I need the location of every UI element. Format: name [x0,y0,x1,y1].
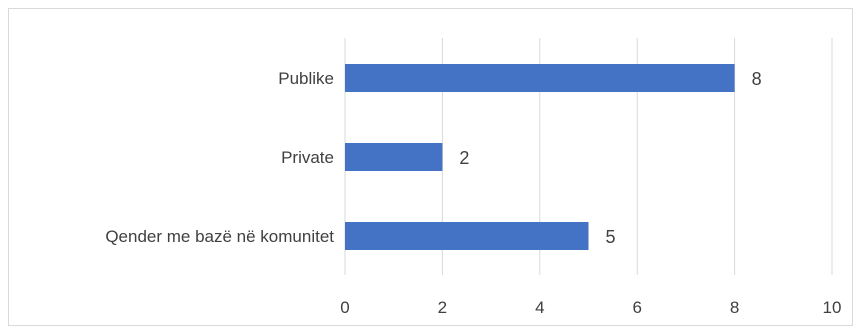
category-label-0: Publike [278,69,334,88]
data-label-2: 5 [606,227,616,247]
bars [345,64,735,250]
x-tick-label-0: 0 [340,298,349,317]
x-tick-label-10: 10 [823,298,842,317]
x-tick-label-6: 6 [632,298,641,317]
data-label-0: 8 [752,69,762,89]
bar-1 [345,143,443,171]
data-labels: 8 2 5 [459,69,761,247]
x-tick-label-8: 8 [730,298,739,317]
bar-2 [345,222,589,250]
data-label-1: 2 [459,148,469,168]
x-tick-label-2: 2 [438,298,447,317]
category-label-2: Qender me bazë në komunitet [105,227,334,246]
bar-0 [345,64,735,92]
x-axis-tick-labels: 0 2 4 6 8 10 [340,298,841,317]
category-label-1: Private [281,148,334,167]
x-tick-label-4: 4 [535,298,544,317]
category-labels: Publike Private Qender me bazë në komunite… [105,69,334,246]
